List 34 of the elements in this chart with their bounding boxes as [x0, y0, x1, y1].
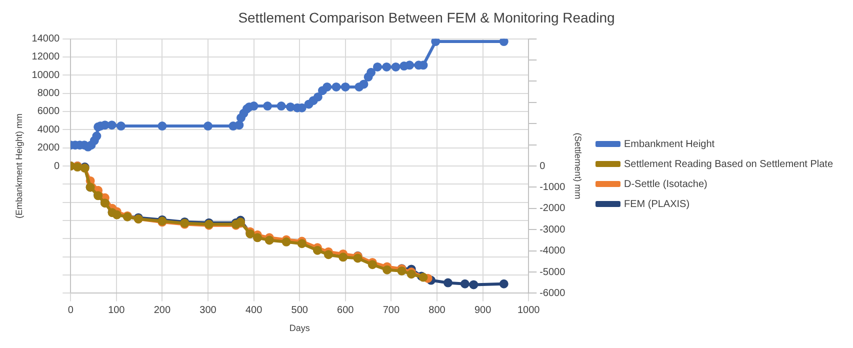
- y2-tick-label: -2000: [540, 203, 566, 214]
- y2-tick-label: -1000: [540, 182, 566, 193]
- y2-tick-label: -4000: [540, 246, 566, 257]
- x-tick-label: 500: [291, 304, 308, 316]
- y2-tick-label: -6000: [540, 288, 566, 299]
- x-axis-title: Days: [289, 323, 310, 334]
- y-tick-label: 6000: [37, 106, 60, 118]
- y-tick-label: 0: [54, 160, 60, 172]
- x-tick-label: 1000: [517, 304, 540, 316]
- y-tick-label: 14000: [32, 34, 60, 45]
- x-tick-label: 800: [428, 304, 446, 316]
- legend-label: FEM (PLAXIS): [624, 198, 690, 210]
- y2-tick-label: -5000: [540, 266, 566, 278]
- x-tick-label: 600: [337, 304, 354, 316]
- y-tick-label: 12000: [32, 52, 60, 63]
- x-tick-label: 700: [382, 304, 400, 316]
- y-tick-label: 2000: [37, 142, 60, 154]
- y2-axis-title: (Settlement) mm: [573, 132, 584, 200]
- y-tick-label: 8000: [37, 88, 60, 100]
- y2-tick-label: -3000: [540, 224, 566, 236]
- y-axis-title: (Embankment Height) mm: [14, 113, 24, 219]
- y2-tick-label: 0: [540, 160, 546, 172]
- x-tick-label: 200: [154, 304, 171, 316]
- x-tick-label: 0: [68, 304, 74, 316]
- legend-label: D-Settle (Isotache): [624, 178, 708, 190]
- x-tick-label: 900: [474, 304, 492, 316]
- legend-label: Embankment Height: [624, 138, 715, 150]
- y-tick-label: 4000: [37, 124, 60, 136]
- x-tick-label: 100: [108, 304, 126, 316]
- legend-label: Settlement Reading Based on Settlement Plate: [624, 158, 834, 170]
- chart-title: Settlement Comparison Between FEM & Monitoring Reading: [238, 9, 615, 26]
- y-tick-label: 10000: [32, 70, 60, 81]
- x-tick-label: 300: [200, 304, 217, 316]
- x-tick-label: 400: [245, 304, 263, 316]
